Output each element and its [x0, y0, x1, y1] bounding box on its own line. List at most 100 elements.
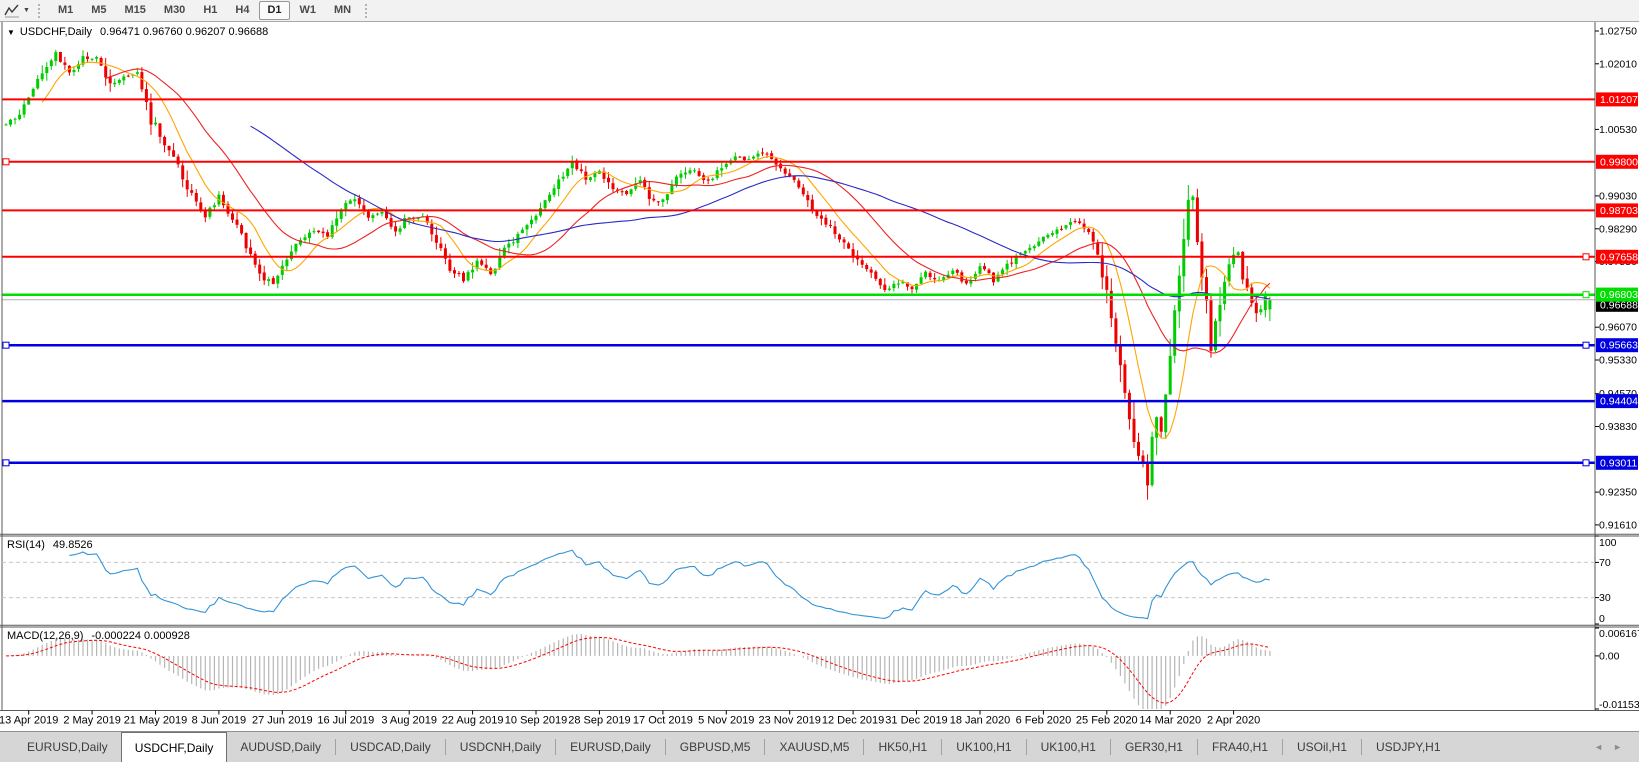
timeframe-button-MN[interactable]: MN	[334, 4, 352, 16]
macd-axis-label: 0.00	[1599, 650, 1620, 662]
chart-tab-uk100-h1[interactable]: UK100,H1	[1040, 740, 1096, 754]
timeframe-button-M5[interactable]: M5	[91, 4, 107, 16]
arrow-left-icon[interactable]: ◄	[1594, 742, 1604, 752]
macd-indicator-values: -0.000224 0.000928	[91, 630, 190, 642]
svg-text:0.97658: 0.97658	[1600, 251, 1638, 263]
rsi-indicator-name: RSI(14)	[7, 539, 45, 551]
timeframe-toolbar: M1 M5 M15 M30 H1 H4 D1 W1 MN	[49, 0, 360, 21]
svg-text:0.98703: 0.98703	[1600, 205, 1638, 217]
price-tick-label: 0.92350	[1599, 487, 1637, 499]
timeframe-button-M15[interactable]: M15	[124, 4, 146, 16]
svg-text:1.01207: 1.01207	[1600, 94, 1638, 106]
toolbar-grip-2[interactable]	[365, 3, 370, 18]
date-tick-label: 23 Nov 2019	[759, 715, 821, 727]
svg-text:0.94404: 0.94404	[1600, 396, 1638, 408]
chart-tab-usdcad-daily[interactable]: USDCAD,Daily	[350, 740, 431, 754]
chart-tab-audusd-daily[interactable]: AUDUSD,Daily	[240, 740, 322, 754]
hline-handle[interactable]	[2, 459, 10, 467]
sma-slow-line	[250, 125, 1270, 300]
macd-signal-line	[5, 636, 1270, 704]
timeframe-button-D1[interactable]: D1	[259, 1, 290, 20]
date-tick-label: 21 May 2019	[124, 715, 188, 727]
hline-handle[interactable]	[1582, 341, 1590, 349]
tab-separator	[1109, 739, 1111, 755]
price-label-1.01207: 1.01207	[1596, 92, 1638, 107]
chart-tab-xauusd-m5[interactable]: XAUUSD,M5	[779, 740, 850, 754]
price-tick-label: 0.91610	[1599, 519, 1637, 531]
chart-tab-usdchf-daily[interactable]: USDCHF,Daily	[120, 732, 228, 762]
tab-separator	[444, 739, 446, 755]
timeframe-button-M1[interactable]: M1	[57, 4, 74, 16]
svg-text:0.93011: 0.93011	[1600, 457, 1637, 469]
hline-handle[interactable]	[2, 158, 10, 166]
date-tick-label: 8 Jun 2019	[192, 715, 246, 727]
date-tick-label: 5 Nov 2019	[698, 715, 754, 727]
hline-0.95663[interactable]	[2, 341, 1595, 349]
macd-axis-label: 0.006167	[1599, 628, 1639, 640]
chart-tab-fra40-h1[interactable]: FRA40,H1	[1211, 740, 1268, 754]
tab-separator	[1196, 739, 1198, 755]
rsi-line	[69, 549, 1271, 620]
arrow-right-icon[interactable]: ►	[1613, 742, 1622, 752]
tab-separator	[1282, 739, 1283, 755]
tab-separator	[1361, 739, 1363, 755]
tabbar-left-pad	[0, 732, 14, 762]
timeframe-button-H4[interactable]: H4	[235, 4, 250, 16]
date-tick-label: 31 Dec 2019	[885, 715, 947, 727]
hline-0.96803[interactable]	[2, 291, 1595, 299]
chart-tabbar: EURUSD,Daily USDCHF,Daily AUDUSD,Daily USDC…	[0, 731, 1639, 762]
tab-separator	[1025, 739, 1027, 755]
chart-ohlc-values: 0.96471 0.96760 0.96207 0.96688	[100, 26, 269, 38]
price-tick-label: 0.99030	[1599, 190, 1637, 202]
chart-tab-uk100-h1[interactable]: UK100,H1	[956, 740, 1012, 754]
line-studies-icon[interactable]: ▼	[0, 0, 33, 21]
chart-symbol-dropdown-icon[interactable]: ▼	[7, 28, 15, 37]
rsi-axis-label: 30	[1599, 592, 1611, 604]
svg-text:0.99800: 0.99800	[1600, 156, 1638, 168]
svg-text:0.95663: 0.95663	[1600, 340, 1638, 352]
svg-text:0.96688: 0.96688	[1600, 299, 1638, 311]
date-tick-label: 14 Mar 2020	[1139, 715, 1201, 727]
toolbar-grip[interactable]	[37, 3, 43, 18]
hline-0.93011[interactable]	[2, 459, 1595, 467]
svg-text:0.96803: 0.96803	[1600, 289, 1638, 301]
hline-0.99800[interactable]	[2, 158, 1595, 166]
price-tick-label: 0.93830	[1599, 421, 1637, 433]
price-tick-label: 0.95330	[1599, 355, 1637, 367]
date-tick-label: 13 Apr 2019	[0, 715, 58, 727]
price-tick-label: 0.98290	[1599, 223, 1637, 235]
hline-handle[interactable]	[1582, 459, 1590, 467]
chart-background	[0, 21, 1639, 732]
hline-handle[interactable]	[1582, 291, 1590, 299]
chart-tab-usoil-h1[interactable]: USOil,H1	[1297, 740, 1348, 754]
chevron-down-icon[interactable]: ▼	[23, 7, 30, 14]
chart-tab-eurusd-daily[interactable]: EURUSD,Daily	[570, 740, 651, 754]
price-label-0.99800: 0.99800	[1596, 154, 1638, 169]
rsi-axis-label: 0	[1599, 613, 1605, 625]
chart-tab-ger30-h1[interactable]: GER30,H1	[1124, 740, 1183, 754]
timeframe-button-M30[interactable]: M30	[163, 4, 186, 16]
chart-tab-gbpusd-m5[interactable]: GBPUSD,M5	[679, 740, 751, 754]
chart-tab-usdcnh-daily[interactable]: USDCNH,Daily	[459, 740, 542, 754]
timeframe-button-W1[interactable]: W1	[299, 4, 317, 16]
hline-handle[interactable]	[2, 341, 10, 349]
chart-symbol-label: USDCHF,Daily	[19, 26, 93, 38]
price-tick-label: 1.02010	[1599, 58, 1637, 70]
chart-tab-eurusd-daily[interactable]: EURUSD,Daily	[27, 740, 108, 754]
date-axis: 13 Apr 2019 2 May 2019 21 May 2019 8 Jun 20…	[0, 710, 1260, 727]
date-tick-label: 12 Dec 2019	[822, 715, 884, 727]
tab-separator	[664, 739, 666, 755]
hline-0.97658[interactable]	[2, 253, 1595, 261]
hline-handle[interactable]	[1582, 253, 1590, 261]
price-label-0.93011: 0.93011	[1596, 455, 1638, 470]
macd-histogram	[9, 634, 1271, 709]
main-pane-title: ▼ USDCHF,Daily 0.96471 0.96760 0.96207 0.9…	[7, 26, 268, 38]
timeframe-button-H1[interactable]: H1	[203, 4, 218, 16]
date-tick-label: 2 May 2019	[63, 715, 120, 727]
chart-tab-usdjpy-h1[interactable]: USDJPY,H1	[1376, 740, 1441, 754]
chart-tab-hk50-h1[interactable]: HK50,H1	[878, 740, 928, 754]
date-tick-label: 22 Aug 2019	[442, 715, 504, 727]
price-label-0.98703: 0.98703	[1596, 203, 1638, 218]
